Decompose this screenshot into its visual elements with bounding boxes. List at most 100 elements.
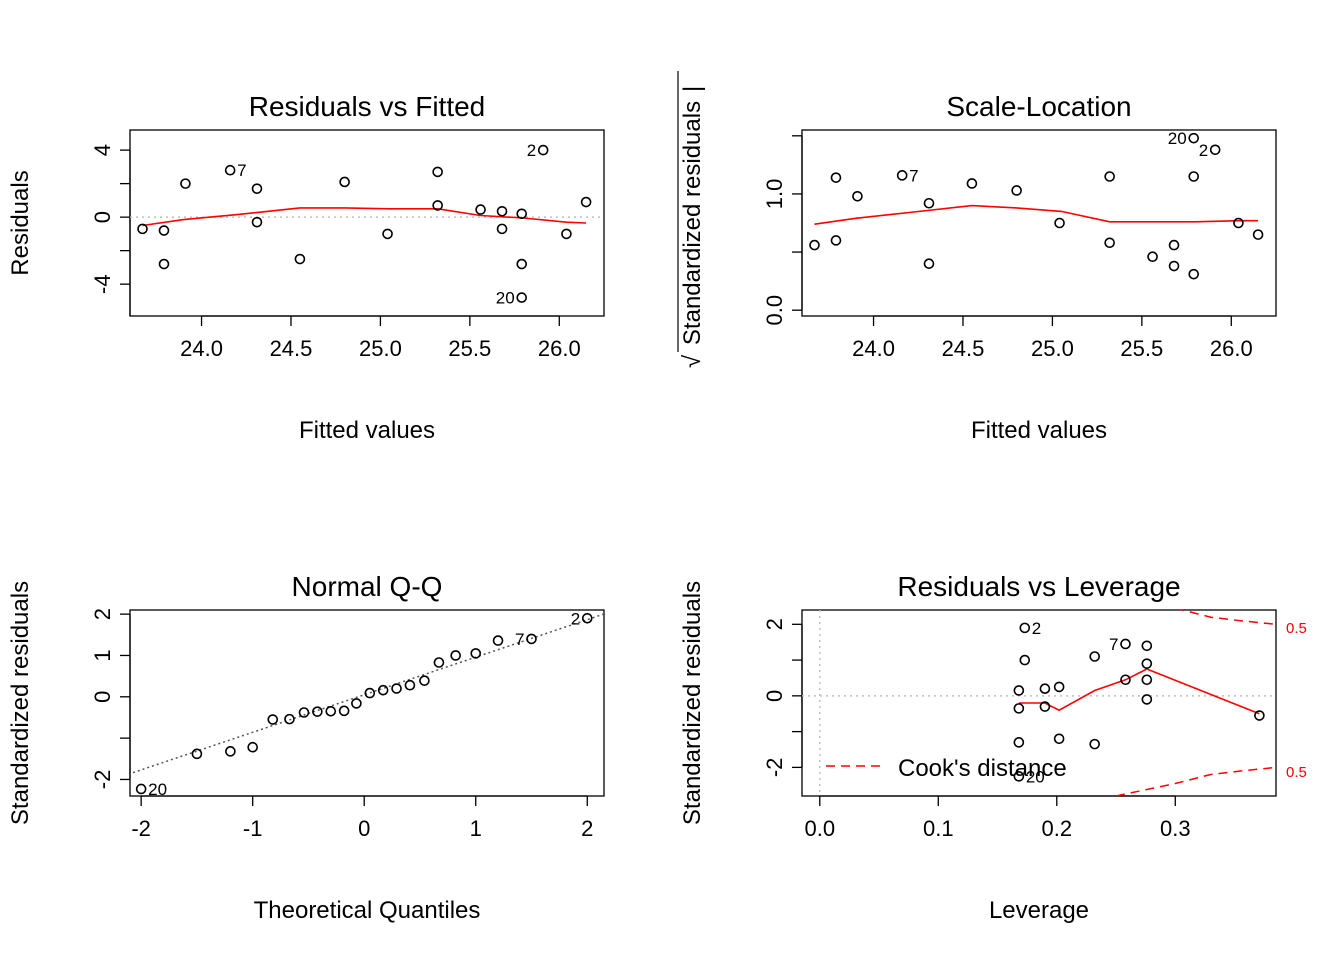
- data-point: [158, 258, 170, 270]
- chart-title: Residuals vs Fitted: [249, 91, 486, 122]
- data-point: [580, 196, 592, 208]
- data-point: [492, 635, 504, 646]
- panel-residuals-vs-fitted: Residuals vs Fitted Fitted values Residu…: [7, 91, 605, 444]
- panel-normal-qq: Normal Q-Q Theoretical Quantiles Standar…: [7, 571, 605, 924]
- x-axis-label: Fitted values: [299, 417, 435, 444]
- x-tick-label: 25.5: [1120, 336, 1163, 361]
- data-point: [526, 633, 537, 645]
- x-tick-label: 0.3: [1160, 816, 1191, 841]
- data-point: [1120, 674, 1131, 686]
- data-point: [852, 190, 863, 202]
- data-point: [432, 166, 443, 178]
- point-label: 20: [1168, 129, 1187, 148]
- data-point: [1252, 229, 1264, 240]
- data-point: [1168, 239, 1180, 251]
- plot-area: 24.0 24.5 25.0 25.5 26.0 0.0 1.0 7 20 2: [762, 129, 1264, 361]
- y-tick-label: -2: [762, 758, 787, 778]
- data-point: [294, 253, 306, 265]
- y-tick-label: 1: [90, 649, 115, 661]
- chart-title: Normal Q-Q: [292, 571, 443, 602]
- data-point: [284, 713, 295, 725]
- data-point: [516, 292, 528, 303]
- data-point: [1054, 217, 1065, 229]
- data-point: [470, 648, 482, 659]
- data-point: [1254, 710, 1265, 721]
- data-point: [247, 741, 258, 753]
- data-point: [1188, 171, 1200, 182]
- smoother-line: [814, 204, 1259, 225]
- data-point: [1141, 658, 1153, 669]
- data-point: [1188, 132, 1200, 144]
- x-tick-label: 0.1: [923, 816, 954, 841]
- data-point: [1141, 674, 1153, 686]
- point-label: 2: [571, 609, 580, 628]
- y-tick-label: 2: [90, 608, 115, 620]
- data-point: [135, 783, 147, 795]
- y-tick-label: 0.0: [762, 295, 787, 326]
- y-axis-label: Standardized residuals: [7, 581, 34, 825]
- x-axis-label: Leverage: [989, 897, 1089, 924]
- x-tick-label: -1: [243, 816, 263, 841]
- data-point: [325, 705, 337, 717]
- point-label: 20: [1026, 767, 1045, 786]
- chart-title: Residuals vs Leverage: [897, 571, 1180, 602]
- y-tick-label: 0: [90, 691, 115, 703]
- y-tick-label: 0: [90, 211, 115, 223]
- data-point: [809, 239, 820, 251]
- data-point: [516, 258, 528, 270]
- data-point: [1141, 694, 1153, 705]
- x-tick-label: 26.0: [1210, 336, 1253, 361]
- data-point: [267, 714, 279, 725]
- y-tick-label: 0: [762, 690, 787, 702]
- cook-contour-label: 0.5: [1286, 764, 1307, 781]
- panel-scale-location: Scale-Location Fitted values √ Standardi…: [677, 71, 1277, 444]
- data-point: [1104, 171, 1115, 182]
- data-point: [1188, 268, 1200, 280]
- y-axis-label: √ Standardized residuals |: [677, 71, 706, 368]
- data-point: [516, 208, 528, 220]
- data-point: [312, 706, 323, 717]
- y-axis-label: Standardized residuals: [679, 581, 706, 825]
- point-label: 2: [1032, 619, 1041, 638]
- data-point: [391, 683, 402, 694]
- data-point: [225, 746, 236, 757]
- data-point: [298, 707, 310, 718]
- data-point: [1013, 685, 1025, 696]
- cook-distance-contour-lower: [1115, 766, 1276, 796]
- y-axis-label-main: Standardized residuals: [679, 101, 706, 345]
- data-point: [158, 225, 170, 236]
- data-point: [1089, 738, 1100, 750]
- plot-area: -2 -1 0 1 2 -2 0 1 2 20 7 2: [90, 608, 604, 841]
- chart-title: Scale-Location: [946, 91, 1131, 122]
- panel-residuals-vs-leverage: Residuals vs Leverage Leverage Standardi…: [679, 571, 1307, 924]
- data-point: [180, 178, 191, 189]
- y-tick-label: 4: [90, 144, 115, 156]
- data-point: [581, 612, 593, 624]
- plot-area: 24.0 24.5 25.0 25.5 26.0 -4 0 4 7 2 20: [90, 141, 604, 361]
- x-tick-label: 2: [581, 816, 593, 841]
- data-point: [339, 176, 350, 188]
- x-tick-label: 24.0: [852, 336, 895, 361]
- smoother-line: [142, 207, 587, 227]
- x-tick-label: 0.0: [804, 816, 835, 841]
- data-point: [251, 216, 263, 228]
- x-tick-label: 26.0: [538, 336, 581, 361]
- data-point: [1039, 701, 1051, 712]
- point-label: 2: [527, 141, 536, 160]
- data-point: [191, 748, 203, 760]
- data-point: [475, 204, 486, 215]
- data-point: [338, 705, 350, 717]
- point-label: 7: [237, 161, 246, 180]
- data-point: [1011, 185, 1022, 196]
- y-axis-label: Residuals: [7, 170, 34, 275]
- data-point: [1233, 217, 1244, 229]
- data-point: [1120, 638, 1131, 650]
- y-tick-label: -4: [90, 274, 115, 294]
- point-label: 20: [148, 780, 167, 799]
- cook-contour-label: 0.5: [1286, 620, 1307, 637]
- data-point: [1013, 737, 1025, 748]
- legend-label: Cook's distance: [898, 755, 1067, 782]
- data-point: [966, 178, 978, 189]
- data-point: [537, 144, 549, 156]
- data-point: [561, 228, 572, 240]
